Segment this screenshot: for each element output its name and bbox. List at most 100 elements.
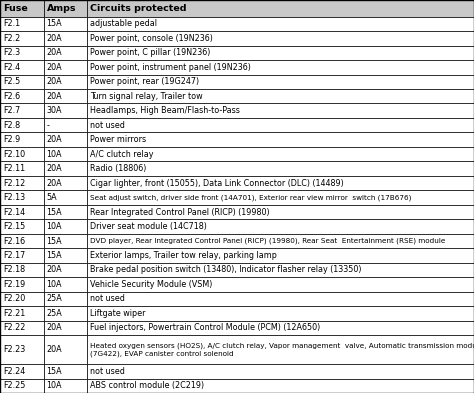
- Bar: [87, 219, 474, 234]
- Bar: [44, 31, 87, 46]
- Text: not used: not used: [90, 294, 125, 303]
- Text: 15A: 15A: [46, 208, 62, 217]
- Text: F2.16: F2.16: [3, 237, 25, 246]
- Text: adjustable pedal: adjustable pedal: [90, 19, 157, 28]
- Text: F2.9: F2.9: [3, 135, 20, 144]
- Bar: [87, 60, 474, 75]
- Bar: [44, 89, 87, 103]
- Bar: [87, 132, 474, 147]
- Bar: [87, 75, 474, 89]
- Text: F2.18: F2.18: [3, 265, 25, 274]
- Bar: [44, 292, 87, 306]
- Text: F2.11: F2.11: [3, 164, 25, 173]
- Bar: [87, 89, 474, 103]
- Text: 20A: 20A: [46, 323, 62, 332]
- Bar: [44, 205, 87, 219]
- Text: Seat adjust switch, driver side front (14A701), Exterior rear view mirror  switc: Seat adjust switch, driver side front (1…: [90, 194, 411, 201]
- Bar: [44, 234, 87, 248]
- Bar: [0, 89, 44, 103]
- Bar: [44, 0, 87, 17]
- Bar: [87, 292, 474, 306]
- Text: Heated oxygen sensors (HO2S), A/C clutch relay, Vapor management  valve, Automat: Heated oxygen sensors (HO2S), A/C clutch…: [90, 343, 474, 356]
- Text: 10A: 10A: [46, 222, 62, 231]
- Text: Radio (18806): Radio (18806): [90, 164, 146, 173]
- Text: F2.15: F2.15: [3, 222, 25, 231]
- Bar: [0, 60, 44, 75]
- Bar: [0, 103, 44, 118]
- Bar: [87, 364, 474, 378]
- Bar: [87, 263, 474, 277]
- Text: A/C clutch relay: A/C clutch relay: [90, 150, 154, 159]
- Bar: [87, 378, 474, 393]
- Text: 15A: 15A: [46, 251, 62, 260]
- Text: not used: not used: [90, 121, 125, 130]
- Bar: [0, 0, 44, 17]
- Bar: [87, 0, 474, 17]
- Text: 10A: 10A: [46, 381, 62, 390]
- Bar: [87, 46, 474, 60]
- Text: 10A: 10A: [46, 150, 62, 159]
- Text: 20A: 20A: [46, 92, 62, 101]
- Bar: [87, 31, 474, 46]
- Text: F2.13: F2.13: [3, 193, 25, 202]
- Bar: [44, 162, 87, 176]
- Bar: [44, 75, 87, 89]
- Text: Headlamps, High Beam/Flash-to-Pass: Headlamps, High Beam/Flash-to-Pass: [90, 106, 240, 115]
- Bar: [0, 335, 44, 364]
- Bar: [0, 46, 44, 60]
- Bar: [0, 378, 44, 393]
- Text: F2.6: F2.6: [3, 92, 20, 101]
- Text: F2.14: F2.14: [3, 208, 25, 217]
- Text: F2.5: F2.5: [3, 77, 20, 86]
- Bar: [87, 335, 474, 364]
- Text: F2.25: F2.25: [3, 381, 26, 390]
- Bar: [87, 118, 474, 132]
- Bar: [87, 190, 474, 205]
- Text: F2.19: F2.19: [3, 280, 25, 289]
- Bar: [44, 248, 87, 263]
- Text: not used: not used: [90, 367, 125, 376]
- Bar: [87, 321, 474, 335]
- Text: 5A: 5A: [46, 193, 57, 202]
- Text: -: -: [46, 121, 49, 130]
- Text: 30A: 30A: [46, 106, 62, 115]
- Text: Power point, console (19N236): Power point, console (19N236): [90, 34, 213, 43]
- Text: 20A: 20A: [46, 164, 62, 173]
- Text: 20A: 20A: [46, 63, 62, 72]
- Bar: [44, 335, 87, 364]
- Text: F2.7: F2.7: [3, 106, 20, 115]
- Bar: [0, 234, 44, 248]
- Bar: [44, 364, 87, 378]
- Text: F2.12: F2.12: [3, 178, 25, 187]
- Bar: [44, 132, 87, 147]
- Bar: [87, 277, 474, 292]
- Text: Driver seat module (14C718): Driver seat module (14C718): [90, 222, 207, 231]
- Bar: [0, 132, 44, 147]
- Text: F2.3: F2.3: [3, 48, 20, 57]
- Text: F2.17: F2.17: [3, 251, 25, 260]
- Bar: [0, 219, 44, 234]
- Text: Cigar lighter, front (15055), Data Link Connector (DLC) (14489): Cigar lighter, front (15055), Data Link …: [90, 178, 344, 187]
- Bar: [44, 60, 87, 75]
- Bar: [0, 162, 44, 176]
- Text: Turn signal relay, Trailer tow: Turn signal relay, Trailer tow: [90, 92, 203, 101]
- Bar: [44, 118, 87, 132]
- Text: 15A: 15A: [46, 19, 62, 28]
- Text: DVD player, Rear Integrated Control Panel (RICP) (19980), Rear Seat  Entertainme: DVD player, Rear Integrated Control Pane…: [90, 238, 446, 244]
- Bar: [87, 17, 474, 31]
- Text: Power point, rear (19G247): Power point, rear (19G247): [90, 77, 200, 86]
- Bar: [0, 263, 44, 277]
- Bar: [0, 31, 44, 46]
- Bar: [0, 17, 44, 31]
- Text: F2.22: F2.22: [3, 323, 26, 332]
- Text: 10A: 10A: [46, 280, 62, 289]
- Text: F2.10: F2.10: [3, 150, 25, 159]
- Text: F2.8: F2.8: [3, 121, 20, 130]
- Text: F2.20: F2.20: [3, 294, 25, 303]
- Text: 20A: 20A: [46, 48, 62, 57]
- Text: F2.24: F2.24: [3, 367, 25, 376]
- Bar: [87, 103, 474, 118]
- Bar: [44, 378, 87, 393]
- Text: ABS control module (2C219): ABS control module (2C219): [90, 381, 204, 390]
- Text: Power point, C pillar (19N236): Power point, C pillar (19N236): [90, 48, 210, 57]
